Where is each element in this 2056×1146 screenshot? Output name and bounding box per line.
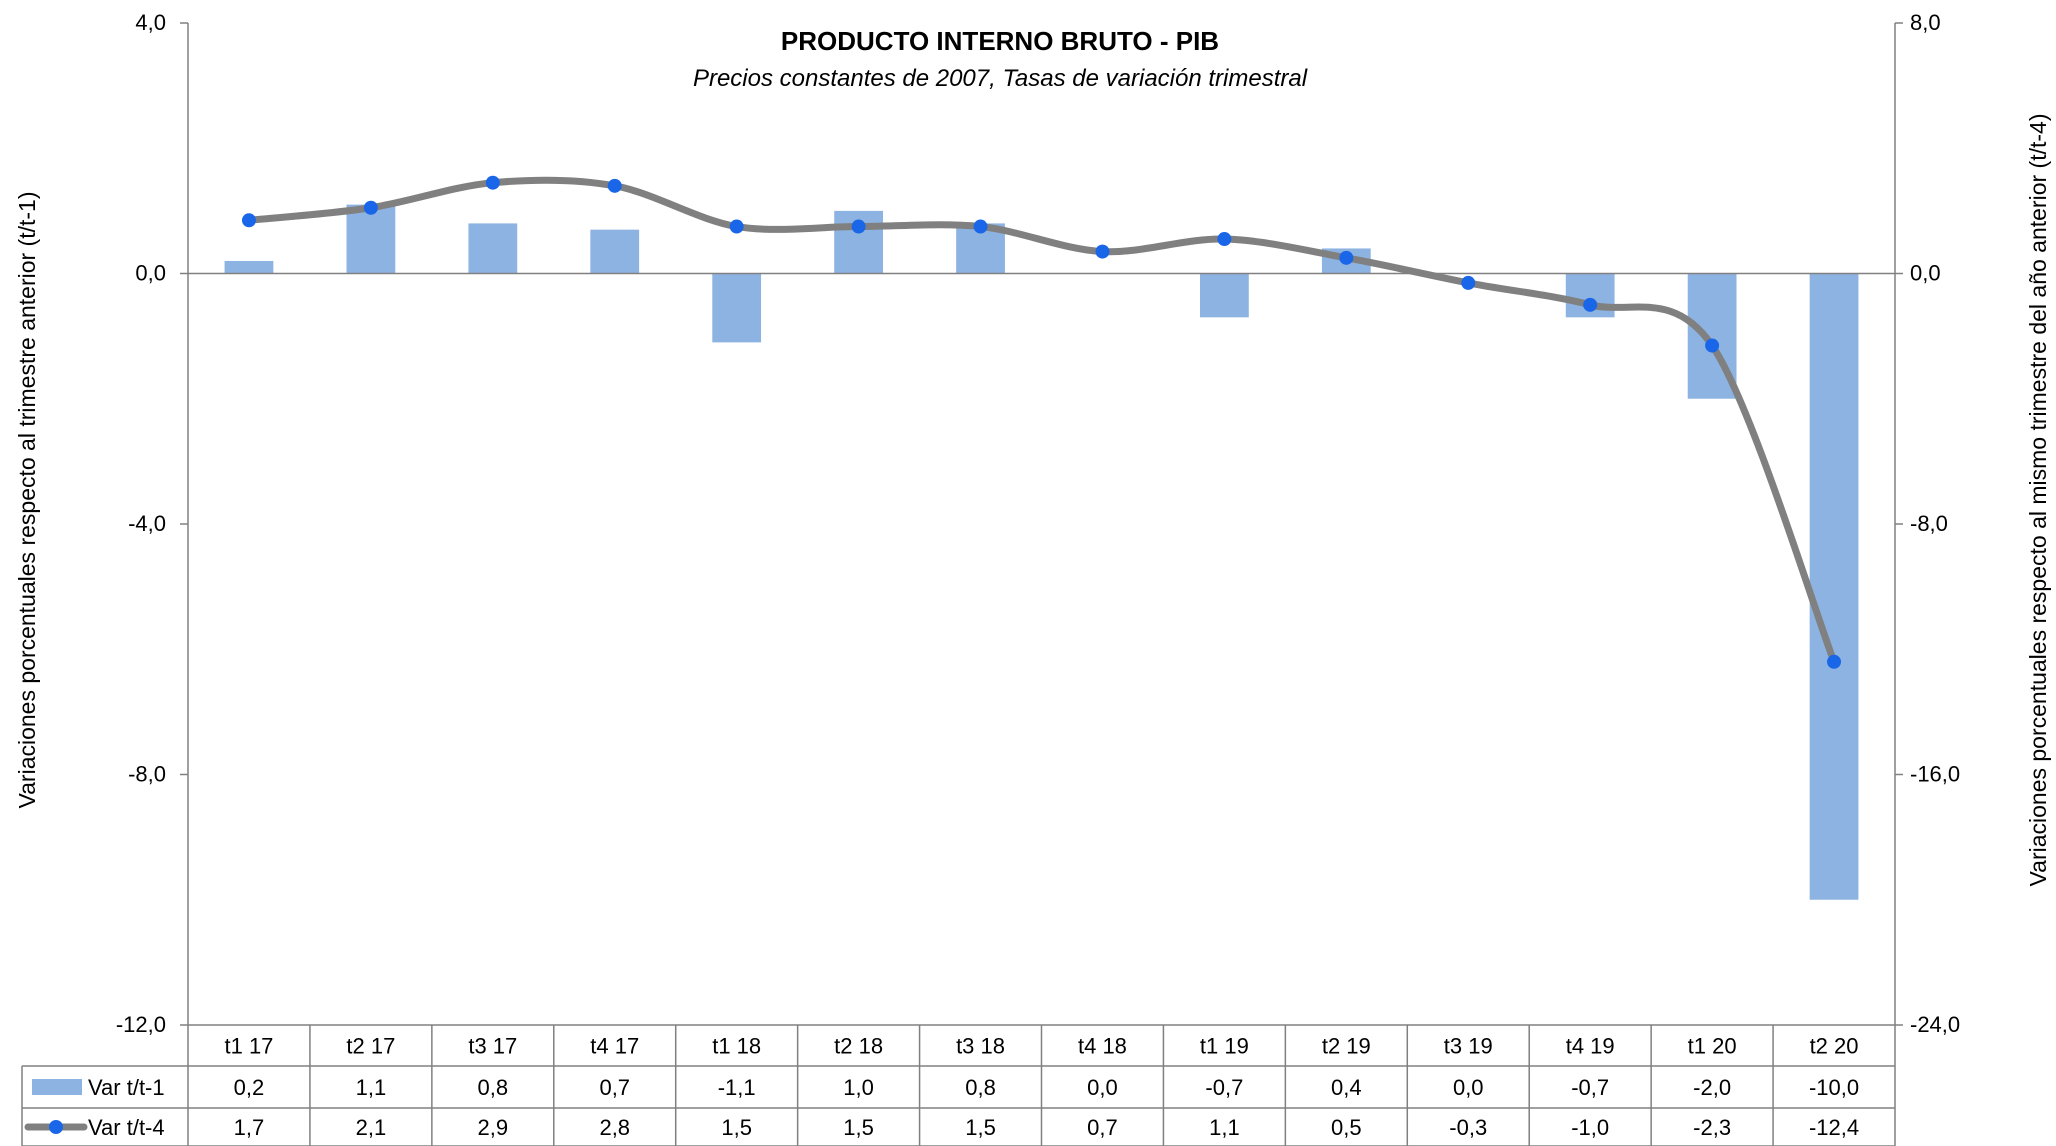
table-value: 1,7 <box>234 1115 265 1140</box>
table-value: 1,5 <box>965 1115 996 1140</box>
line-point <box>363 200 378 215</box>
table-value: -0,3 <box>1449 1115 1487 1140</box>
category-label: t3 19 <box>1444 1034 1493 1059</box>
line-point <box>1583 297 1598 312</box>
table-value: 2,9 <box>478 1115 509 1140</box>
table-value: 0,0 <box>1453 1075 1484 1100</box>
bar <box>346 204 396 274</box>
bar <box>712 273 762 343</box>
table-value: -0,7 <box>1205 1075 1243 1100</box>
table-value: 0,5 <box>1331 1115 1362 1140</box>
bar <box>1200 273 1249 318</box>
table-value: 0,7 <box>1087 1115 1118 1140</box>
table-value: 2,1 <box>356 1115 387 1140</box>
data-table: t1 17 t2 17 t3 17 t4 17 t1 18 t2 18 t3 18 t4 18… <box>21 1024 1896 1146</box>
category-label: t1 19 <box>1200 1034 1249 1059</box>
table-value: 0,0 <box>1087 1075 1118 1100</box>
line-point <box>1095 244 1110 259</box>
left-tick-label: -4,0 <box>128 511 166 536</box>
right-tick-label: 8,0 <box>1910 10 1941 35</box>
line-point <box>1217 232 1232 247</box>
table-value: 1,5 <box>721 1115 752 1140</box>
line-point <box>1827 654 1842 669</box>
right-tick-label: -24,0 <box>1910 1012 1960 1037</box>
line-point <box>1705 338 1720 353</box>
category-label: t2 18 <box>834 1034 883 1059</box>
category-label: t3 17 <box>468 1034 517 1059</box>
table-value: 2,8 <box>599 1115 630 1140</box>
line-point <box>973 219 988 234</box>
line-point <box>851 219 866 234</box>
line-point <box>241 213 256 228</box>
series-line <box>245 176 1838 666</box>
right-axis-label: Variaciones porcentuales respecto al mis… <box>2025 114 2051 887</box>
legend-swatch-bar <box>32 1079 82 1095</box>
line-point <box>607 178 622 193</box>
chart-title: PRODUCTO INTERNO BRUTO - PIB <box>781 26 1219 56</box>
table-value: -1,1 <box>718 1075 756 1100</box>
bar <box>468 223 518 274</box>
bar <box>590 229 640 274</box>
line-point <box>729 219 744 234</box>
left-tick-label: -12,0 <box>116 1012 166 1037</box>
table-value: 1,5 <box>843 1115 874 1140</box>
category-label: t3 18 <box>956 1034 1005 1059</box>
table-value: 1,1 <box>356 1075 387 1100</box>
table-value: -2,3 <box>1693 1115 1731 1140</box>
table-value: 0,7 <box>599 1075 630 1100</box>
table-value: 1,1 <box>1209 1115 1240 1140</box>
category-label: t2 19 <box>1322 1034 1371 1059</box>
left-tick-label: 4,0 <box>135 10 166 35</box>
table-value: -10,0 <box>1809 1075 1859 1100</box>
right-tick-label: -8,0 <box>1910 511 1948 536</box>
table-value: -12,4 <box>1809 1115 1859 1140</box>
left-axis-label: Variaciones porcentuales respecto al tri… <box>14 191 40 808</box>
legend-swatch-marker <box>49 1120 63 1134</box>
chart-subtitle: Precios constantes de 2007, Tasas de var… <box>693 65 1308 92</box>
table-value: 1,0 <box>843 1075 874 1100</box>
table-value: 0,8 <box>965 1075 996 1100</box>
bar <box>1809 273 1859 900</box>
table-value: 0,8 <box>478 1075 509 1100</box>
category-label: t4 18 <box>1078 1034 1127 1059</box>
line-point <box>485 175 500 190</box>
table-value: -1,0 <box>1571 1115 1609 1140</box>
bar <box>224 260 274 274</box>
right-tick-label: 0,0 <box>1910 261 1941 286</box>
line-point <box>1339 250 1354 265</box>
category-label: t4 17 <box>590 1034 639 1059</box>
table-value: 0,4 <box>1331 1075 1362 1100</box>
left-tick-label: -8,0 <box>128 762 166 787</box>
table-value: -0,7 <box>1571 1075 1609 1100</box>
category-label: t2 20 <box>1810 1034 1859 1059</box>
category-label: t4 19 <box>1566 1034 1615 1059</box>
legend-label: Var t/t-4 <box>88 1115 165 1140</box>
category-label: t1 17 <box>224 1034 273 1059</box>
legend-label: Var t/t-1 <box>88 1075 165 1100</box>
line-point <box>1461 275 1476 290</box>
table-value: 0,2 <box>234 1075 265 1100</box>
category-label: t1 18 <box>712 1034 761 1059</box>
right-tick-label: -16,0 <box>1910 762 1960 787</box>
plot-area: 4,0 0,0 -4,0 -8,0 -12,0 8,0 0,0 -8,0 -16,0 -24,0 <box>116 10 1960 1037</box>
left-tick-label: 0,0 <box>135 261 166 286</box>
category-label: t2 17 <box>346 1034 395 1059</box>
category-label: t1 20 <box>1688 1034 1737 1059</box>
table-value: -2,0 <box>1693 1075 1731 1100</box>
